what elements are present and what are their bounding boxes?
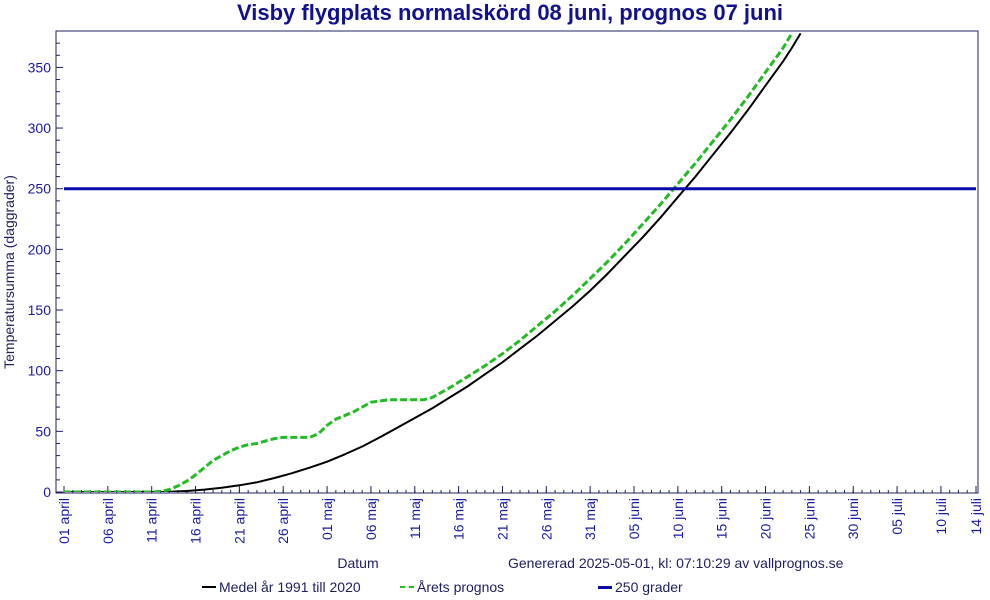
y-tick-label: 300 [28, 120, 52, 136]
x-tick-label: 26 april [275, 498, 291, 544]
x-tick-label: 10 juli [933, 498, 949, 535]
plot-frame [55, 30, 979, 494]
y-axis-label: Temperatursumma (daggrader) [1, 175, 17, 369]
legend-label-threshold: 250 grader [615, 579, 683, 595]
x-tick-label: 21 april [231, 498, 247, 544]
y-tick-label: 100 [28, 363, 52, 379]
x-tick-label: 26 maj [538, 498, 554, 540]
legend-item-prognos: Årets prognos [400, 579, 504, 595]
y-tick-label: 350 [28, 59, 52, 75]
x-tick-label: 16 april [188, 498, 204, 544]
legend-item-medel: Medel år 1991 till 2020 [202, 579, 361, 595]
axes: 0 50 100 150 200 250 300 350 01 april 06 april 11 … [28, 30, 984, 544]
x-tick-label: 06 maj [363, 498, 379, 540]
x-tick-label: 14 juli [968, 498, 984, 535]
x-tick-label: 01 maj [319, 498, 335, 540]
y-tick-label: 200 [28, 241, 52, 257]
y-tick-label: 0 [43, 484, 51, 500]
series-line-medel [64, 32, 802, 492]
x-tick-label: 01 april [56, 498, 72, 544]
x-tick-label: 05 juni [626, 498, 642, 539]
legend-label-medel: Medel år 1991 till 2020 [219, 579, 361, 595]
x-tick-label: 05 juli [889, 498, 905, 535]
x-tick-label: 30 juni [845, 498, 861, 539]
x-axis-label: Datum [337, 555, 378, 571]
legend-swatch-prognos [400, 586, 414, 588]
x-tick-label: 06 april [100, 498, 116, 544]
x-tick-label: 11 maj [407, 498, 423, 539]
x-tick-label: 31 maj [582, 498, 598, 540]
x-tick-label: 16 maj [451, 498, 467, 540]
x-tick-label: 10 juni [670, 498, 686, 539]
legend-item-threshold: 250 grader [598, 579, 683, 595]
legend-swatch-threshold [598, 585, 612, 589]
generated-note: Genererad 2025-05-01, kl: 07:10:29 av va… [508, 555, 844, 571]
x-tick-label: 11 april [144, 498, 160, 543]
x-tick-label: 25 juni [801, 498, 817, 539]
legend-label-prognos: Årets prognos [417, 579, 505, 595]
x-tick-label: 21 maj [494, 498, 510, 540]
y-tick-label: 50 [35, 423, 51, 439]
x-tick-label: 15 juni [714, 498, 730, 539]
y-tick-label: 250 [28, 181, 52, 197]
series-layer [64, 32, 976, 492]
legend: Medel år 1991 till 2020 Årets prognos 25… [0, 579, 990, 599]
y-tick-label: 150 [28, 302, 52, 318]
x-tick-label: 20 juni [758, 498, 774, 539]
legend-swatch-medel [202, 586, 216, 588]
chart-title: Visby flygplats normalskörd 08 juni, pro… [236, 0, 784, 25]
series-line-prognos [64, 32, 794, 492]
